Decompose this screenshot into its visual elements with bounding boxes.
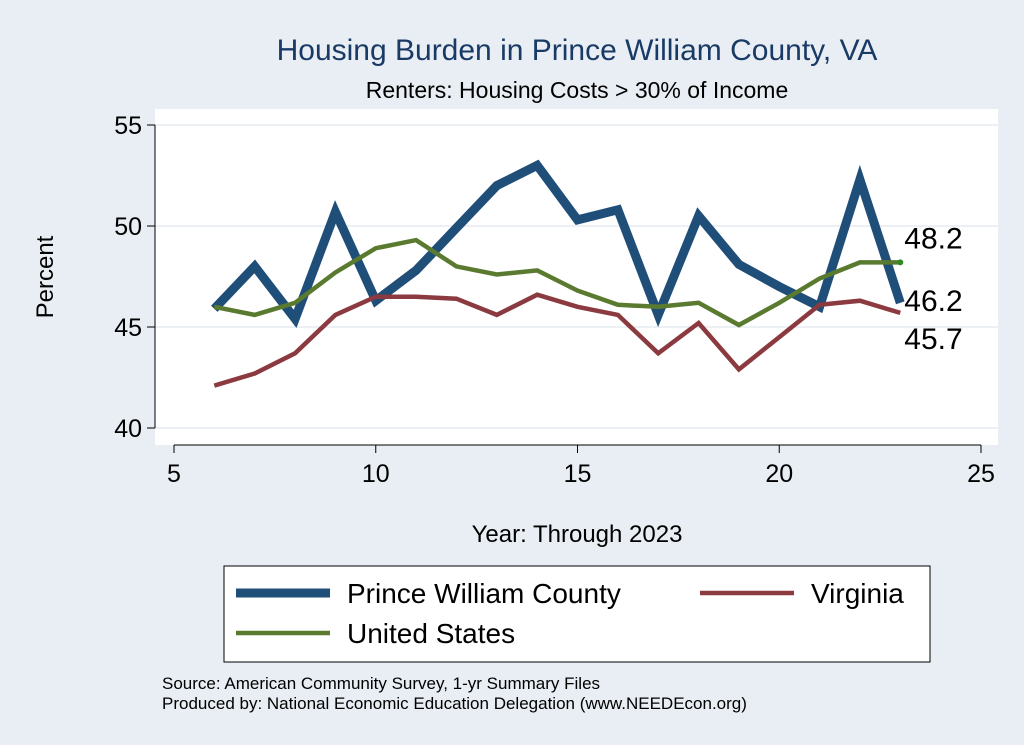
chart-subtitle: Renters: Housing Costs > 30% of Income	[366, 77, 789, 103]
series-line-united-states	[213, 237, 901, 328]
chart-title: Housing Burden in Prince William County,…	[277, 34, 878, 67]
series-end-marker-united-states	[897, 259, 904, 266]
end-label-united-states: 48.2	[904, 222, 962, 255]
y-axis-title: Percent	[32, 235, 59, 318]
producer-note: Produced by: National Economic Education…	[162, 694, 747, 713]
gridlines	[155, 124, 998, 429]
plot-area	[155, 109, 998, 445]
end-label-virginia: 45.7	[904, 323, 962, 356]
y-tick-label: 55	[114, 112, 142, 140]
legend-label-prince-william-county: Prince William County	[347, 578, 621, 609]
end-label-prince-william-county: 46.2	[904, 285, 962, 318]
x-tick-label: 5	[167, 460, 181, 488]
series-group	[211, 159, 905, 388]
x-tick-label: 15	[564, 460, 592, 488]
y-tick-label: 45	[114, 314, 142, 342]
source-note: Source: American Community Survey, 1-yr …	[162, 674, 600, 693]
end-labels: 46.2 45.7 48.2	[904, 222, 962, 355]
y-tick-label: 50	[114, 213, 142, 241]
x-tick-label: 20	[765, 460, 793, 488]
legend: Prince William County Virginia United Stat…	[236, 578, 904, 649]
x-tick-label: 10	[362, 460, 390, 488]
legend-box	[223, 565, 931, 663]
series-line-prince-william-county	[211, 159, 905, 329]
x-tick-label: 25	[967, 460, 995, 488]
series-line-virginia	[213, 292, 901, 388]
y-tick-label: 40	[114, 415, 142, 443]
legend-label-united-states: United States	[347, 618, 515, 649]
x-axis-title: Year: Through 2023	[472, 521, 683, 548]
legend-label-virginia: Virginia	[811, 578, 904, 609]
